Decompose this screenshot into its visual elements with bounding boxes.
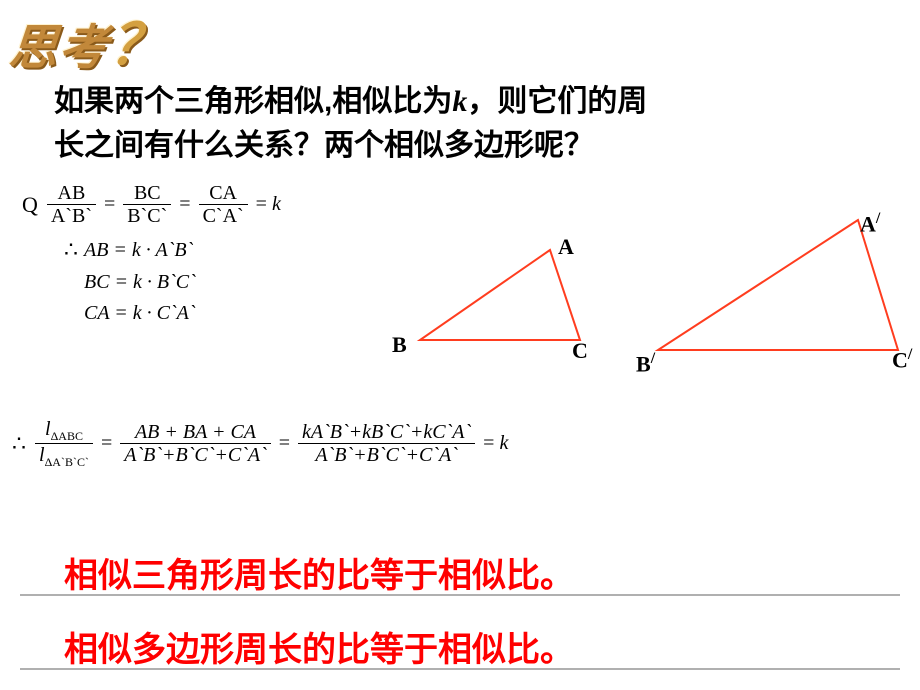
frac-2: BCB`C` [123,182,171,227]
eq-sign: = [274,432,295,455]
perimeter-equation: ∴ lΔABC lΔA`B`C` = AB + BA + CA A`B`+B`C… [12,418,508,469]
eq-l4: CA = k · C`A` [84,302,195,325]
frac-mid: AB + BA + CA A`B`+B`C`+C`A` [120,421,271,466]
conclusion-1: 相似三角形周长的比等于相似比。 [64,548,574,597]
think-banner: 思考？ [6,0,171,81]
triangle-small-shape [420,250,580,340]
banner-mark: ？ [107,15,170,77]
rhs-k2: k [499,432,508,455]
eq-sign: = [251,193,272,216]
therefore-sym: ∴ [64,237,78,263]
line-ab: ∴ AB = k · A`B` [64,237,281,263]
frac-L: lΔABC lΔA`B`C` [35,418,93,469]
q-line2: 长之间有什么关系？两个相似多边形呢？ [54,129,594,162]
divider-2 [20,668,900,670]
eq-sign: = [99,193,120,216]
frac-right: kA`B`+kB`C`+kC`A` A`B`+B`C`+C`A` [298,421,475,466]
label-A: A [558,234,574,260]
q-k: k [452,85,467,118]
frac-3: CAC`A` [199,182,248,227]
therefore-sym-2: ∴ [12,431,26,457]
eq-sign: = [96,432,117,455]
frac-1: ABA`B` [47,182,96,227]
rhs-k: k [272,193,281,216]
ratio-equation: Q ABA`B` = BCB`C` = CAC`A` = k [22,182,281,227]
math-block-1: Q ABA`B` = BCB`C` = CAC`A` = k ∴ AB = k … [22,182,281,331]
line-ca: CA = k · C`A` [64,302,281,325]
label-Bp: B/ [636,350,655,377]
eq-sign: = [174,193,195,216]
question-text: 如果两个三角形相似,相似比为k，则它们的周 长之间有什么关系？两个相似多边形呢？ [54,80,874,167]
eq-l3: BC = k · B`C` [84,271,196,294]
triangle-big-shape [658,220,898,350]
divider-1 [20,594,900,596]
label-B: B [392,332,407,358]
eq-l2: AB = k · A`B` [84,239,193,262]
label-C: C [572,338,588,364]
q-part1b: ，则它们的周 [467,85,647,118]
label-Ap: A/ [860,210,880,237]
line-bc: BC = k · B`C` [64,271,281,294]
q-part1: 如果两个三角形相似,相似比为 [54,85,452,118]
banner-text: 思考 [7,22,112,75]
label-Cp: C/ [892,346,912,373]
lead-Q: Q [22,192,38,218]
conclusion-2: 相似多边形周长的比等于相似比。 [64,622,574,671]
eq-sign: = [478,432,499,455]
